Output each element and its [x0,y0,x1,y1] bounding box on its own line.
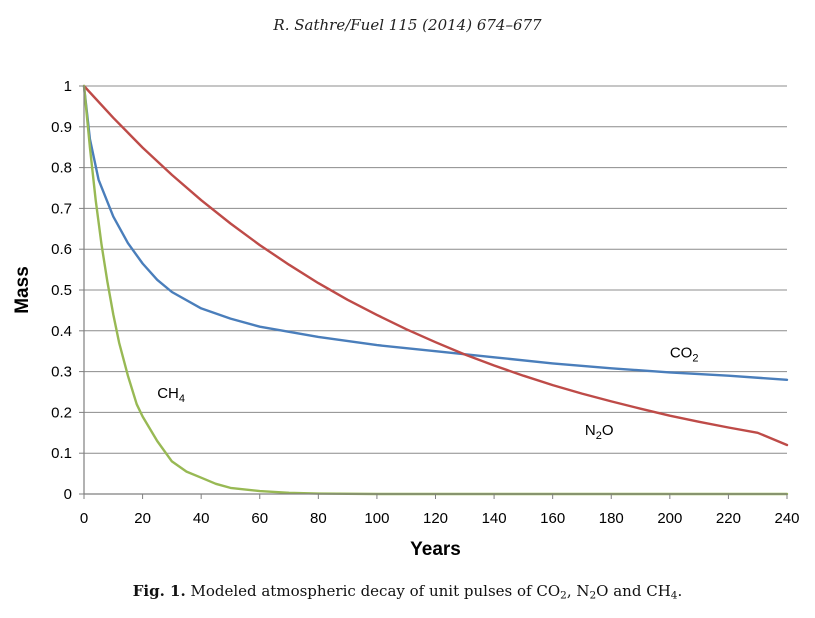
figure-caption: Fig. 1. Modeled atmospheric decay of uni… [0,582,815,602]
caption-subscript: 2 [560,589,567,602]
citation-header: R. Sathre/Fuel 115 (2014) 674–677 [273,16,542,34]
caption-fragment: . [677,582,683,600]
y-tick-label: 0.8 [51,160,72,177]
x-tick-label: 40 [193,510,210,527]
x-tick-label: 120 [423,510,448,527]
series-line-n2o [82,84,789,447]
x-tick-label: 200 [657,510,682,527]
x-tick-label: 180 [599,510,624,527]
y-tick-label: 0.2 [51,404,72,421]
series-labels: CO2 N2O CH4 [157,344,698,442]
caption-fragment: Modeled atmospheric decay of unit pulses… [185,582,561,600]
y-tick-label: 0.7 [51,200,72,217]
x-axis-title: Years [410,539,461,560]
caption-subscript: 4 [670,589,678,602]
series-label-ch4: CH4 [157,385,185,405]
x-tick-label: 0 [80,510,88,527]
y-tick-label: 0.4 [51,323,72,340]
y-tick-label: 1 [64,78,72,95]
y-tick-label: 0.9 [51,119,72,136]
caption-fragment: O and CH [596,582,671,600]
caption-label: Fig. 1. [132,582,186,600]
series-label-n2o: N2O [585,422,614,442]
tick-labels: 0 0.1 0.2 0.3 0.4 0.5 0.6 0.7 0.8 0.9 1 0 20 40 60 80 10… [51,78,799,527]
caption-text: Modeled atmospheric decay of unit pulses… [185,582,683,602]
y-axis-title: Mass [12,266,33,314]
caption-subscript: 2 [589,589,597,602]
x-tick-label: 240 [774,510,799,527]
series-label-co2: CO2 [670,344,699,364]
x-tick-label: 140 [482,510,507,527]
y-tick-label: 0.1 [51,445,72,462]
x-tick-label: 60 [251,510,268,527]
x-tick-label: 160 [540,510,565,527]
axes [79,85,788,499]
x-tick-label: 20 [134,510,151,527]
x-tick-label: 100 [364,510,389,527]
caption-fragment: , N [566,582,590,600]
y-tick-label: 0.6 [51,241,72,258]
x-tick-label: 220 [716,510,741,527]
y-tick-label: 0 [64,486,72,503]
y-tick-label: 0.3 [51,364,72,381]
gridlines [84,85,787,454]
x-tick-label: 80 [310,510,327,527]
series-line-co2 [82,84,789,381]
y-tick-label: 0.5 [51,282,72,299]
